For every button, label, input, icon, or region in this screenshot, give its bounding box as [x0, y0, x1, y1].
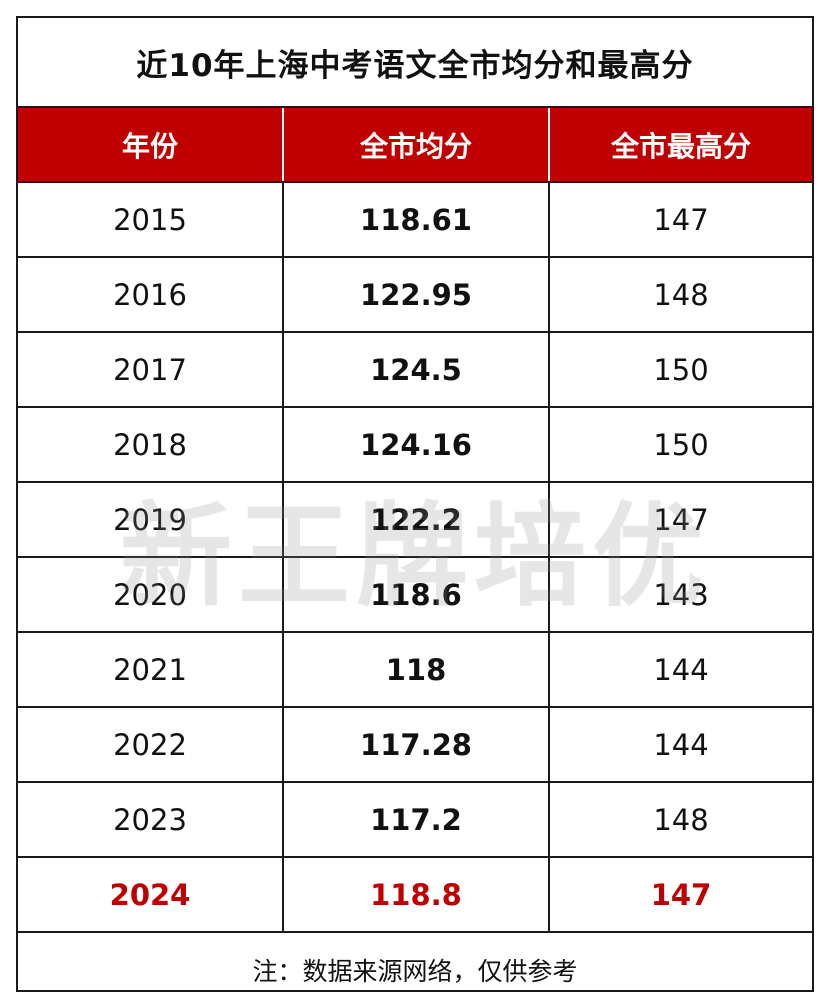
- highest-cell: 148: [549, 782, 812, 858]
- highest-cell: 150: [549, 407, 812, 483]
- highest-cell: 147: [549, 482, 812, 558]
- score-table-card: 近10年上海中考语文全市均分和最高分 年份 全市均分 全市最高分 2015 11…: [16, 16, 814, 992]
- year-cell: 2024: [18, 857, 284, 933]
- table-row: 2016 122.95 148: [18, 257, 812, 333]
- table-row: 2021 118 144: [18, 632, 812, 708]
- year-cell: 2019: [18, 482, 284, 558]
- year-cell: 2021: [18, 632, 284, 708]
- year-cell: 2023: [18, 782, 284, 858]
- table-row: 2015 118.61 147: [18, 182, 812, 258]
- table-title: 近10年上海中考语文全市均分和最高分: [18, 18, 812, 108]
- score-table: 年份 全市均分 全市最高分 2015 118.61 147 2016 122.9…: [18, 108, 812, 933]
- average-cell: 124.16: [283, 407, 550, 483]
- average-cell: 118: [283, 632, 550, 708]
- header-year: 年份: [18, 108, 284, 183]
- year-cell: 2017: [18, 332, 284, 408]
- header-row: 年份 全市均分 全市最高分: [18, 108, 812, 183]
- highest-cell: 148: [549, 257, 812, 333]
- table-row: 2020 118.6 143: [18, 557, 812, 633]
- year-cell: 2016: [18, 257, 284, 333]
- average-cell: 118.8: [283, 857, 550, 933]
- table-row: 2022 117.28 144: [18, 707, 812, 783]
- footnote: 注：数据来源网络，仅供参考: [252, 956, 578, 986]
- average-cell: 122.95: [283, 257, 550, 333]
- header-city-highest: 全市最高分: [549, 108, 812, 183]
- average-cell: 117.28: [283, 707, 550, 783]
- highest-cell: 143: [549, 557, 812, 633]
- average-cell: 122.2: [283, 482, 550, 558]
- table-row-highlighted: 2024 118.8 147: [18, 857, 812, 933]
- highest-cell: 144: [549, 632, 812, 708]
- average-cell: 118.61: [283, 182, 550, 258]
- average-cell: 124.5: [283, 332, 550, 408]
- highest-cell: 150: [549, 332, 812, 408]
- year-cell: 2018: [18, 407, 284, 483]
- year-cell: 2020: [18, 557, 284, 633]
- average-cell: 118.6: [283, 557, 550, 633]
- year-cell: 2022: [18, 707, 284, 783]
- table-row: 2019 122.2 147: [18, 482, 812, 558]
- year-cell: 2015: [18, 182, 284, 258]
- table-row: 2018 124.16 150: [18, 407, 812, 483]
- highest-cell: 147: [549, 182, 812, 258]
- average-cell: 117.2: [283, 782, 550, 858]
- highest-cell: 147: [549, 857, 812, 933]
- header-city-average: 全市均分: [283, 108, 550, 183]
- table-row: 2017 124.5 150: [18, 332, 812, 408]
- table-row: 2023 117.2 148: [18, 782, 812, 858]
- highest-cell: 144: [549, 707, 812, 783]
